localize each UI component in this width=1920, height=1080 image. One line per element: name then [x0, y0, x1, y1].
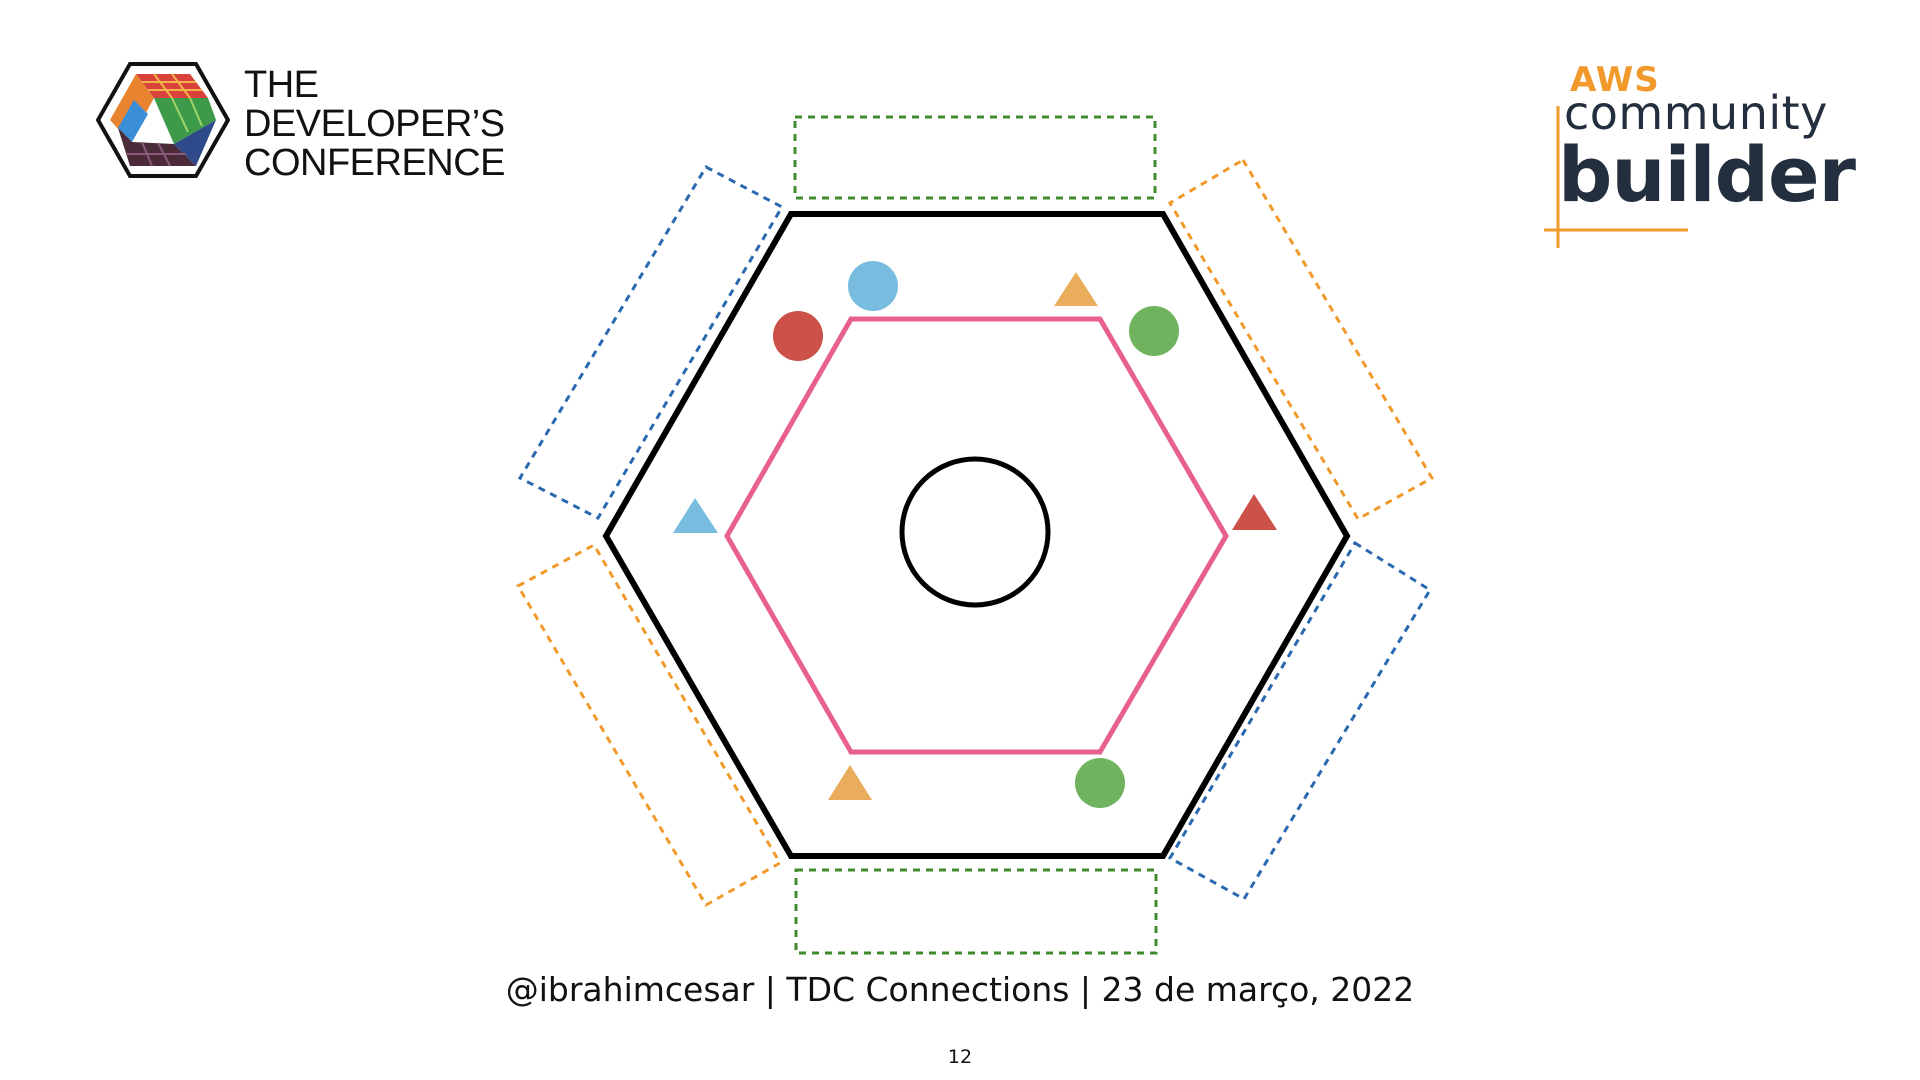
port-circle-green-bottom	[1075, 758, 1125, 808]
port-triangle-blue	[673, 498, 718, 533]
aws-label: AWS	[1570, 60, 1660, 100]
aws-community-builder-logo: AWS community builder	[1528, 58, 1858, 258]
port-triangle-red	[1232, 494, 1277, 530]
adapter-upper-left	[517, 165, 785, 520]
aws-community-label: community	[1564, 86, 1828, 140]
adapter-lower-left	[515, 542, 783, 908]
adapter-lower-right	[1167, 540, 1433, 902]
port-circle-blue	[848, 261, 898, 311]
port-circle-green-top	[1129, 306, 1179, 356]
outer-hexagon	[602, 211, 1351, 859]
tdc-cube-icon	[95, 62, 231, 178]
aws-corner-lines	[1544, 106, 1688, 248]
adapter-upper-right	[1167, 157, 1435, 522]
core-circle	[899, 456, 1051, 608]
tdc-wordmark: THE DEVELOPER’S CONFERENCE	[244, 64, 506, 184]
tdc-line-2: DEVELOPER’S	[244, 103, 505, 145]
aws-builder-label: builder	[1558, 130, 1856, 219]
port-triangle-orange-top	[1054, 272, 1098, 306]
port-circle-red	[773, 311, 823, 361]
tdc-line-3: CONFERENCE	[244, 142, 506, 184]
page-number: 12	[947, 1046, 973, 1068]
inner-hexagon	[724, 316, 1229, 755]
footer-credit: @ibrahimcesar | TDC Connections | 23 de …	[505, 970, 1415, 1009]
port-triangle-orange-bottom	[828, 765, 872, 800]
adapter-bottom	[794, 868, 1158, 955]
tdc-line-1: THE	[244, 64, 319, 106]
tdc-logo: THE DEVELOPER’S CONFERENCE	[95, 62, 516, 192]
adapter-top	[793, 115, 1157, 200]
